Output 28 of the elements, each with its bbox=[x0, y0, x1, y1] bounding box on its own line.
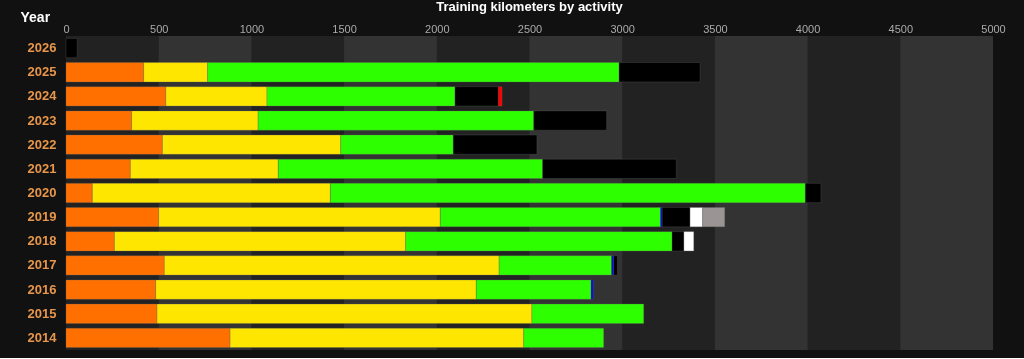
y-tick-label: 2018 bbox=[27, 233, 57, 249]
x-tick-label: 4000 bbox=[795, 22, 821, 35]
x-tick-label: 5000 bbox=[981, 22, 1006, 35]
x-tick-label: 3500 bbox=[703, 22, 728, 35]
y-tick-label: 2026 bbox=[27, 40, 57, 56]
y-tick-label: 2015 bbox=[27, 305, 57, 321]
x-tick-label: 1500 bbox=[332, 22, 357, 35]
x-tick-label: 4500 bbox=[888, 22, 914, 35]
x-tick-label: 2000 bbox=[425, 22, 450, 35]
x-tick-label: 500 bbox=[150, 22, 169, 35]
x-tick-label: 0 bbox=[63, 22, 70, 35]
y-tick-label: 2020 bbox=[27, 185, 57, 200]
y-tick-label: 2024 bbox=[27, 88, 58, 104]
x-tick-label: 1000 bbox=[239, 22, 265, 35]
y-tick-label: 2021 bbox=[27, 160, 57, 176]
x-tick-label: 3000 bbox=[610, 22, 635, 35]
y-tick-label: 2017 bbox=[27, 257, 57, 273]
chart-title: Training kilometers by activity bbox=[436, 0, 624, 14]
y-tick-label: 2025 bbox=[27, 64, 57, 80]
y-tick-label: 2022 bbox=[27, 136, 57, 152]
bar bbox=[613, 255, 618, 276]
y-tick-label: 2016 bbox=[27, 281, 57, 297]
y-axis-title: Year bbox=[20, 8, 51, 25]
y-tick-label: 2023 bbox=[27, 112, 57, 128]
x-tick-label: 2500 bbox=[517, 22, 543, 35]
y-tick-label: 2014 bbox=[27, 329, 58, 345]
bar bbox=[65, 38, 78, 58]
y-tick-label: 2019 bbox=[27, 209, 57, 225]
